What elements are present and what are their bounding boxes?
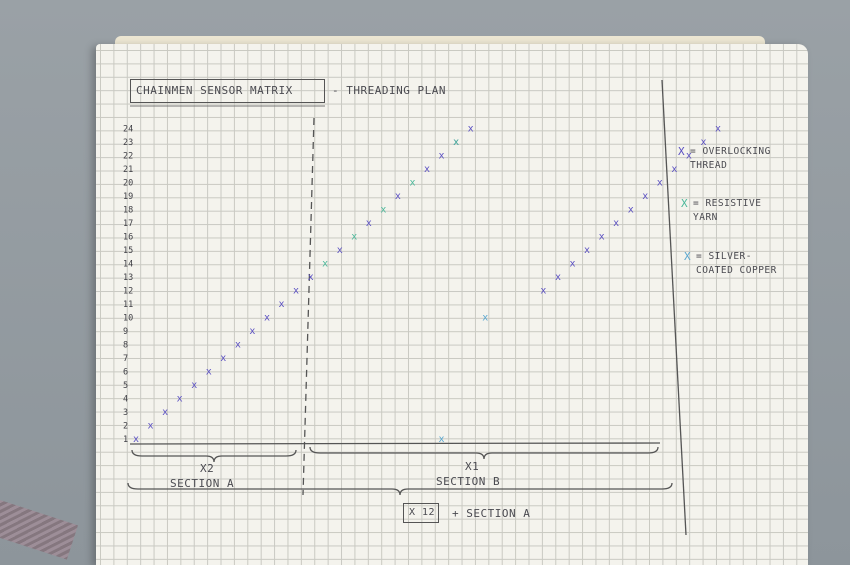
repeat-rest: + SECTION A [452,507,531,520]
section-a-brace [131,449,297,463]
thread-mark-0-30: x [700,137,706,148]
thread-mark-0-6: x [220,353,226,364]
section-divider-line [302,117,315,496]
row-number-10: 10 [123,314,133,324]
total-brace [127,482,673,496]
thread-mark-1-1: x [351,232,357,243]
legend-text-overlocking: = OVERLOCKING THREAD [690,146,771,171]
thread-mark-0-8: x [249,326,255,337]
thread-mark-0-32: x [468,124,474,135]
thread-mark-0-13: x [337,245,343,256]
thread-mark-0-19: x [540,286,546,297]
row-number-13: 13 [123,273,133,283]
row-number-11: 11 [123,300,133,310]
thread-mark-0-21: x [570,259,576,270]
legend-divider-line [661,79,687,536]
thread-mark-0-15: x [395,191,401,202]
thread-mark-2-0: x [439,434,445,445]
row-number-19: 19 [123,192,133,202]
row-number-8: 8 [123,341,128,351]
thread-mark-0-10: x [279,299,285,310]
thread-mark-0-0: x [133,434,139,445]
thread-mark-0-1: x [148,421,154,432]
section-a-multiplier: X2 [200,462,215,475]
thread-mark-0-18: x [453,137,459,148]
row-number-24: 24 [123,125,133,135]
thread-mark-2-1: x [482,313,488,324]
notebook-page [96,44,808,565]
row-number-7: 7 [123,354,128,364]
thread-mark-1-0: x [322,259,328,270]
thread-mark-0-12: x [308,272,314,283]
row-number-9: 9 [123,327,128,337]
row-number-3: 3 [123,408,128,418]
row-number-5: 5 [123,381,128,391]
row-number-12: 12 [123,287,133,297]
thread-mark-0-27: x [657,178,663,189]
repeat-multiplier: X 12 [409,507,436,518]
section-b-brace [309,446,659,460]
row-number-23: 23 [123,138,133,148]
legend-mark-overlocking: X [678,145,686,158]
baseline [129,442,661,445]
row-number-17: 17 [123,219,133,229]
legend-text-resistive: = RESISTIVE YARN [693,198,762,223]
diagram-title: CHAINMEN SENSOR MATRIX [136,84,293,97]
section-b-label: SECTION B [436,475,501,488]
row-number-2: 2 [123,422,128,432]
thread-mark-0-28: x [671,164,677,175]
thread-mark-0-24: x [613,218,619,229]
thread-mark-1-3: x [409,178,415,189]
row-number-22: 22 [123,152,133,162]
thread-mark-0-25: x [628,205,634,216]
thread-mark-0-31: x [715,124,721,135]
row-number-1: 1 [123,435,128,445]
thread-mark-0-4: x [191,380,197,391]
thread-mark-0-23: x [599,232,605,243]
thread-mark-0-2: x [162,407,168,418]
legend-mark-silver: X [684,250,692,263]
legend-mark-resistive: X [681,197,689,210]
title-box [130,79,325,103]
thread-mark-0-22: x [584,245,590,256]
thread-mark-0-11: x [293,286,299,297]
thread-mark-0-9: x [264,313,270,324]
section-b-multiplier: X1 [465,460,480,473]
thread-mark-0-3: x [177,394,183,405]
row-number-20: 20 [123,179,133,189]
section-a-label: SECTION A [170,477,235,490]
thread-mark-1-4: x [453,137,459,148]
diagram-subtitle: - THREADING PLAN [332,84,446,97]
row-number-6: 6 [123,368,128,378]
row-number-21: 21 [123,165,133,175]
thread-mark-1-2: x [380,205,386,216]
thread-mark-0-16: x [424,164,430,175]
legend-text-silver: = SILVER-COATED COPPER [696,251,777,276]
row-number-18: 18 [123,206,133,216]
thread-mark-0-7: x [235,340,241,351]
row-number-15: 15 [123,246,133,256]
thread-mark-0-17: x [439,151,445,162]
thread-mark-0-26: x [642,191,648,202]
thread-mark-0-20: x [555,272,561,283]
row-number-14: 14 [123,260,133,270]
row-number-16: 16 [123,233,133,243]
row-number-4: 4 [123,395,128,405]
thread-mark-0-29: x [686,151,692,162]
repeat-box [403,503,439,523]
thread-mark-0-14: x [366,218,372,229]
thread-mark-0-5: x [206,367,212,378]
